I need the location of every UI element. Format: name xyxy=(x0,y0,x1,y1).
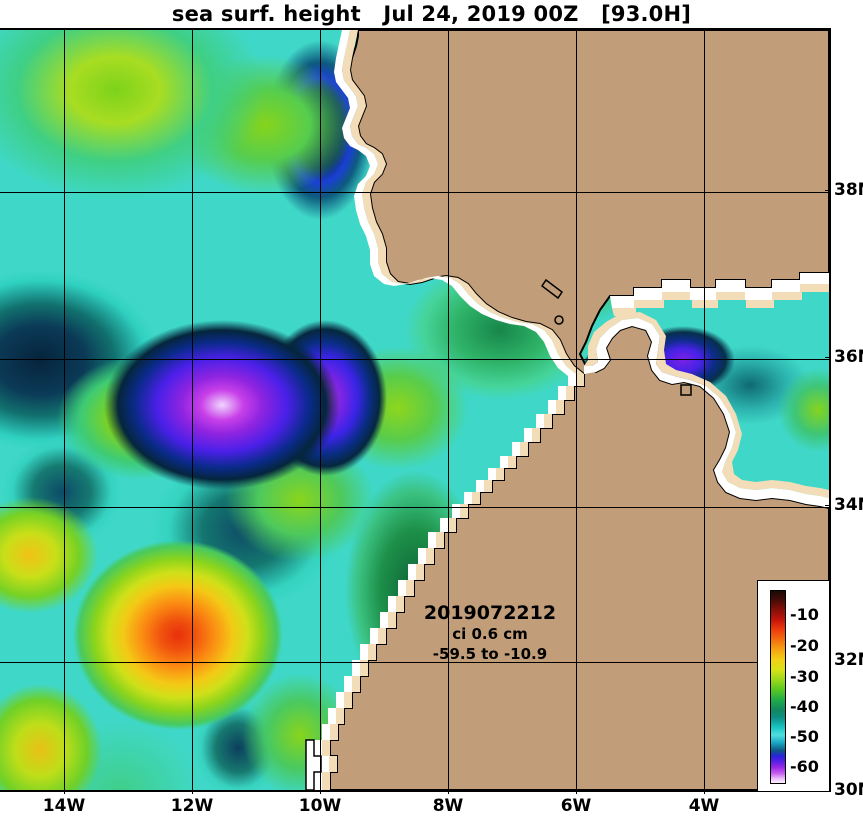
island-sliver-north xyxy=(540,278,564,300)
colorbar-tick-5: -50 xyxy=(790,727,819,746)
gridline-lon-6W xyxy=(576,30,577,790)
xtick-label-6W: 6W xyxy=(560,796,592,816)
coastline-iberia-africa xyxy=(329,30,829,790)
coast-mask-white-alboran-north xyxy=(610,273,829,308)
colorbar-tick-3: -30 xyxy=(790,667,819,686)
figure-title: sea surf. height Jul 24, 2019 00Z [93.0H… xyxy=(171,2,692,26)
xtick-label-4W: 4W xyxy=(688,796,720,816)
map-canvas: 2019072212 ci 0.6 cm -59.5 to -10.9 xyxy=(0,30,829,790)
ytick-label-32N: 32N xyxy=(834,650,863,670)
colorbar-panel[interactable]: -10 -20 -30 -40 -50 -60 xyxy=(757,580,830,792)
gridline-lon-14W xyxy=(64,30,65,790)
xtick-label-8W: 8W xyxy=(432,796,464,816)
ytick-mark-34N xyxy=(825,505,831,506)
gridline-lon-10W xyxy=(320,30,321,790)
coast-notch-southwest xyxy=(305,739,322,790)
island-dot-gibraltar xyxy=(554,315,564,325)
ytick-mark-38N xyxy=(825,190,831,191)
gridline-lon-12W xyxy=(192,30,193,790)
gridline-lat-36N xyxy=(0,359,829,360)
gridline-lon-4W xyxy=(704,30,705,790)
xtick-mark-10W xyxy=(320,789,321,794)
island-marker-alboran xyxy=(680,384,692,396)
colorbar-tick-6: -60 xyxy=(790,757,819,776)
xtick-mark-8W xyxy=(448,789,449,794)
gridline-lat-34N xyxy=(0,507,829,508)
ytick-label-30N: 30N xyxy=(834,780,863,800)
ytick-label-34N: 34N xyxy=(834,495,863,515)
xtick-mark-4W xyxy=(704,789,705,794)
colorbar-tick-4: -40 xyxy=(790,697,819,716)
xtick-mark-6W xyxy=(576,789,577,794)
gridline-lat-32N xyxy=(0,662,829,663)
ytick-label-38N: 38N xyxy=(834,180,863,200)
colorbar-tick-1: -10 xyxy=(790,605,819,624)
ytick-mark-36N xyxy=(825,357,831,358)
xtick-label-14W: 14W xyxy=(42,796,86,816)
colorbar-gradient xyxy=(770,590,786,784)
xtick-label-12W: 12W xyxy=(170,796,214,816)
xtick-mark-12W xyxy=(192,789,193,794)
gridline-lon-8W xyxy=(448,30,449,790)
colorbar-tick-2: -20 xyxy=(790,636,819,655)
map-plot-area[interactable]: 2019072212 ci 0.6 cm -59.5 to -10.9 xyxy=(0,28,831,792)
xtick-label-10W: 10W xyxy=(298,796,342,816)
xtick-mark-14W xyxy=(64,789,65,794)
gridline-lat-38N xyxy=(0,192,829,193)
coast-mask-white-alboran-south xyxy=(584,318,829,508)
coastal-sand-fringe-alboran-north xyxy=(612,284,829,316)
ytick-label-36N: 36N xyxy=(834,347,863,367)
